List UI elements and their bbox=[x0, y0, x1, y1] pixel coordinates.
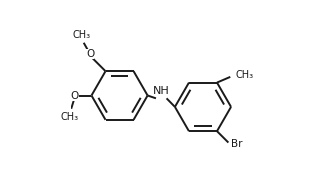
Text: CH₃: CH₃ bbox=[60, 112, 78, 122]
Text: Br: Br bbox=[231, 139, 243, 149]
Text: CH₃: CH₃ bbox=[73, 30, 91, 40]
Text: CH₃: CH₃ bbox=[235, 70, 253, 80]
Text: O: O bbox=[86, 49, 95, 59]
Text: NH: NH bbox=[153, 87, 170, 96]
Text: O: O bbox=[71, 91, 79, 100]
